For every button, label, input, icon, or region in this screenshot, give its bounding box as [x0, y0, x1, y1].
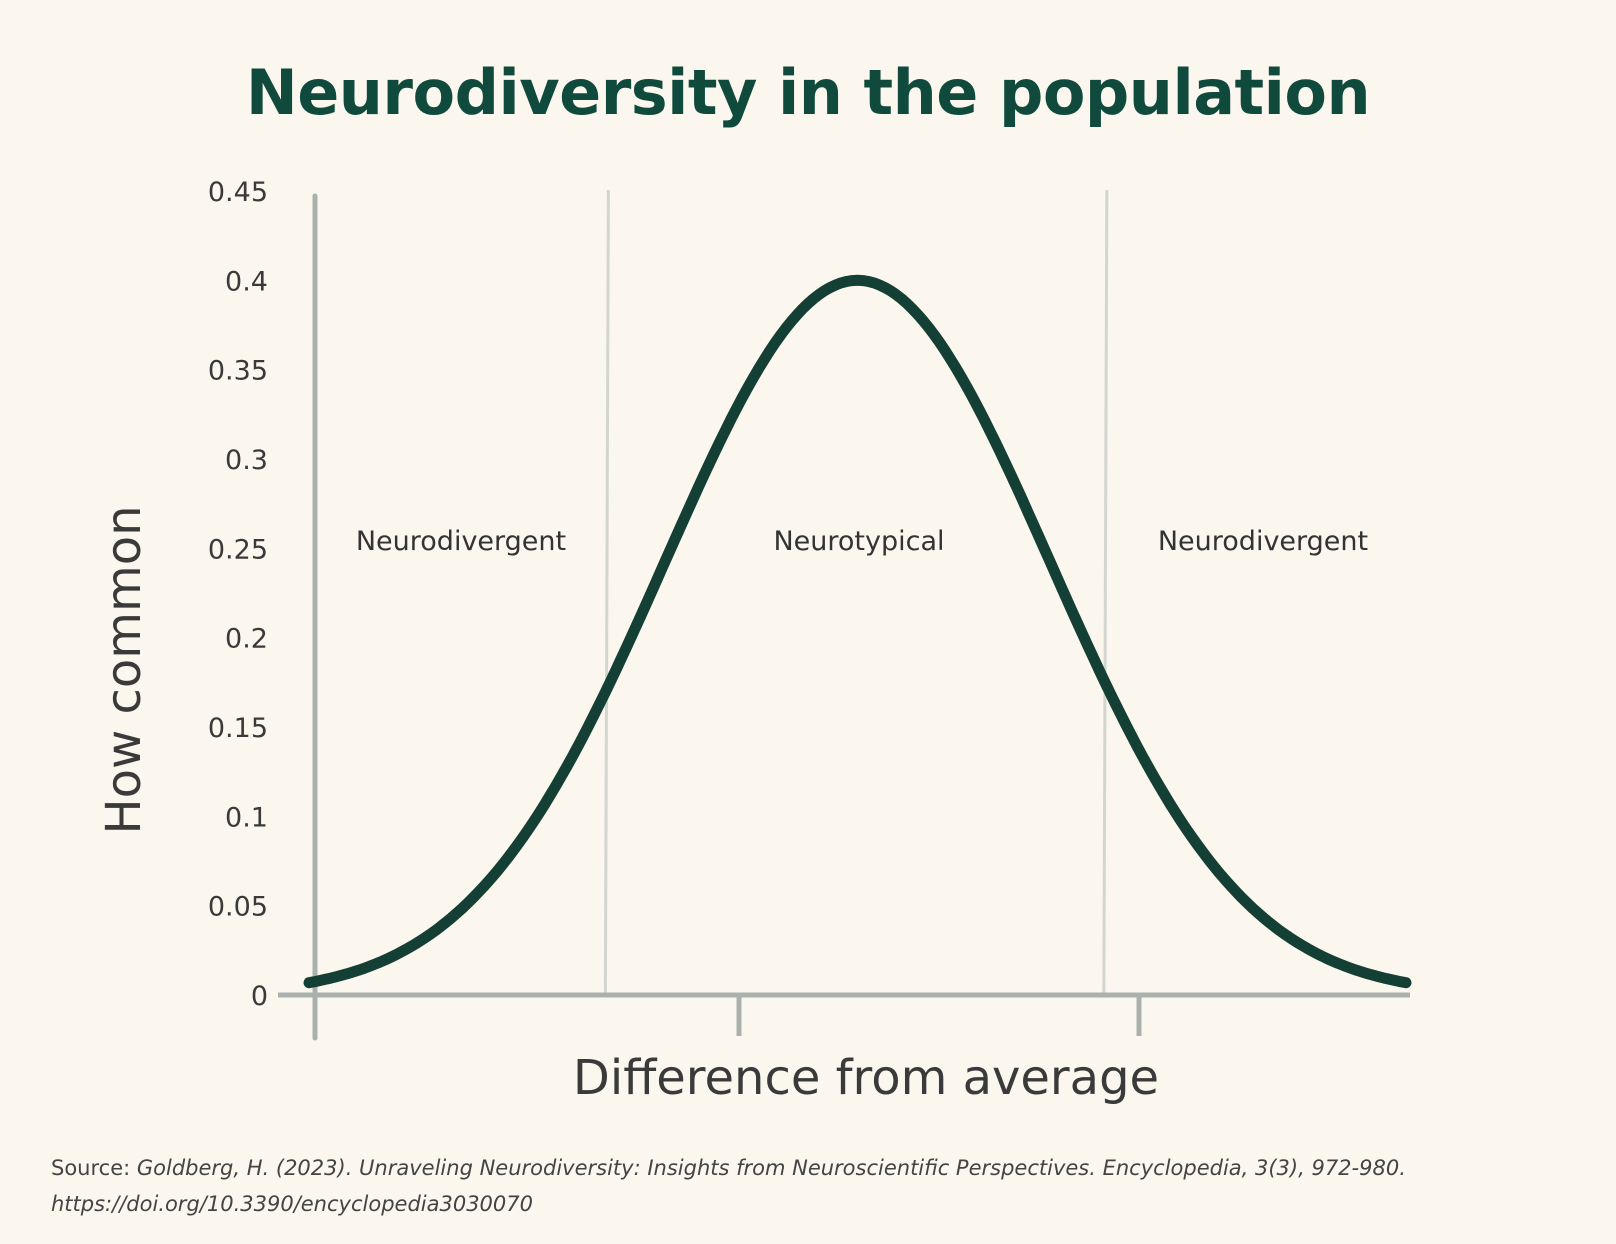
y-tick-label: 0.1 [225, 802, 268, 833]
distribution-curve [303, 274, 1412, 989]
source-citation: Source: Goldberg, H. (2023). Unraveling … [51, 1150, 1406, 1222]
boundary-line-left [603, 189, 610, 994]
x-axis-label: Difference from average [573, 1050, 1159, 1106]
y-tick-label: 0.25 [208, 534, 268, 565]
region-label-left: Neurodivergent [356, 526, 566, 557]
y-tick-label: 0.4 [225, 266, 268, 297]
y-tick-label: 0.2 [225, 624, 268, 655]
region-label-right: Neurodivergent [1158, 526, 1368, 557]
y-axis-label: How common [96, 505, 152, 834]
y-tick-label: 0 [251, 981, 268, 1012]
y-tick-label: 0.05 [208, 892, 268, 923]
region-label-center: Neurotypical [773, 526, 944, 557]
source-label: Source: [51, 1156, 131, 1180]
source-url[interactable]: https://doi.org/10.3390/encyclopedia3030… [51, 1192, 534, 1216]
y-tick-label: 0.45 [208, 177, 268, 208]
y-tick-label: 0.3 [225, 445, 268, 476]
y-tick-label: 0.15 [208, 713, 268, 744]
boundary-line-right [1102, 189, 1109, 994]
y-tick-label: 0.35 [208, 356, 268, 387]
source-reference: Goldberg, H. (2023). Unraveling Neurodiv… [136, 1156, 1406, 1180]
chart-title: Neurodiversity in the population [245, 56, 1371, 129]
